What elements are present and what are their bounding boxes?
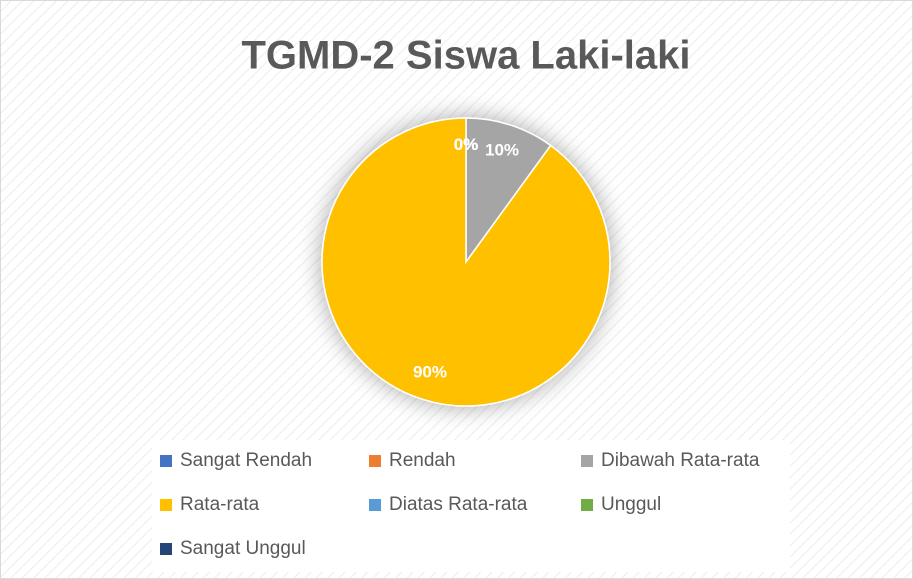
data-label: 0% <box>454 135 479 154</box>
legend-swatch <box>160 455 172 467</box>
legend-label: Sangat Unggul <box>180 538 306 559</box>
pie <box>321 117 611 407</box>
pie-slice <box>321 117 611 407</box>
data-label: 0% <box>454 135 479 154</box>
legend-label: Rata-rata <box>180 494 260 515</box>
legend-label: Diatas Rata-rata <box>389 494 528 515</box>
legend-swatch <box>160 543 172 555</box>
legend-swatch <box>369 499 381 511</box>
legend <box>152 440 790 572</box>
legend-swatch <box>369 455 381 467</box>
legend-label: Dibawah Rata-rata <box>601 450 760 471</box>
legend-swatch <box>160 499 172 511</box>
data-label: 0% <box>454 135 479 154</box>
pie-slice <box>465 117 552 265</box>
legend-swatch <box>581 499 593 511</box>
data-label: 10% <box>485 141 519 160</box>
legend-label: Rendah <box>389 450 456 471</box>
data-label: 90% <box>413 362 447 381</box>
chart-title: TGMD-2 Siswa Laki-laki <box>241 34 690 78</box>
data-label: 0% <box>454 135 479 154</box>
legend-label: Unggul <box>601 494 661 515</box>
legend-label: Sangat Rendah <box>180 450 312 471</box>
data-label: 0% <box>454 135 479 154</box>
legend-swatch <box>581 455 593 467</box>
